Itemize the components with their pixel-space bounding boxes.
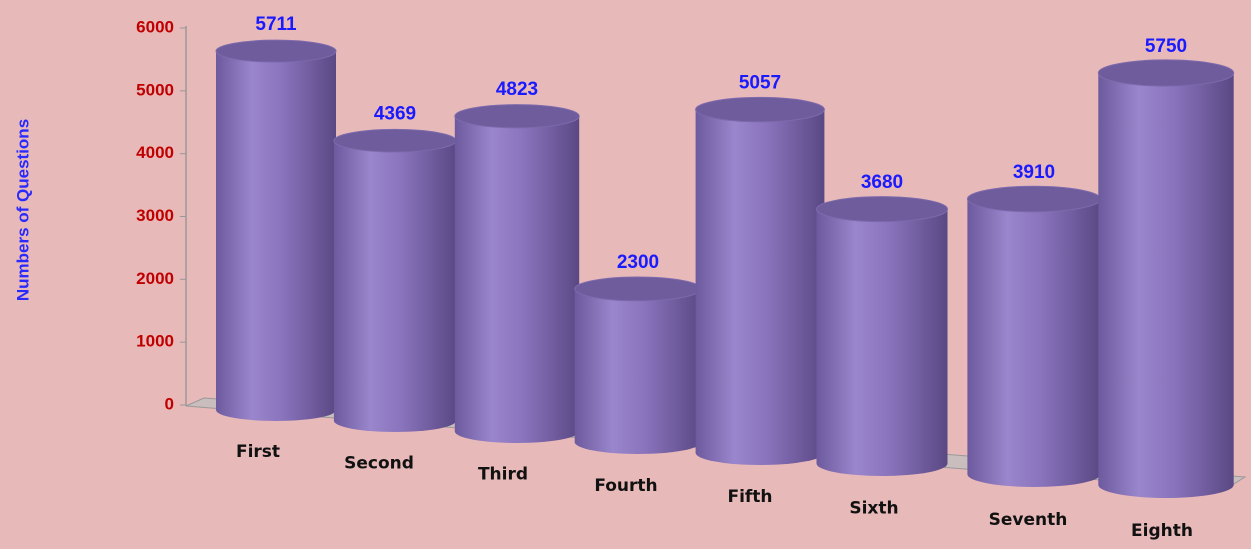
cylinder-top (333, 128, 457, 153)
y-tick-label: 3000 (136, 206, 174, 225)
cylinder-body (216, 51, 336, 410)
cylinder (454, 104, 580, 443)
x-tick-label: Seventh (989, 510, 1068, 530)
y-tick-label: 4000 (136, 143, 174, 162)
value-label: 4369 (374, 104, 416, 125)
cylinder-top (816, 196, 948, 223)
y-tick-label: 2000 (136, 269, 174, 288)
cylinder (333, 128, 457, 433)
cylinder-top (695, 96, 825, 123)
cylinder-top (454, 104, 580, 129)
y-axis-title: Numbers of Questions (13, 119, 32, 301)
cylinder-body (1098, 73, 1234, 485)
value-label: 3910 (1013, 162, 1055, 183)
y-tick-label: 5000 (136, 80, 174, 99)
cylinder-top (1097, 59, 1235, 87)
y-tick-label: 6000 (136, 17, 174, 36)
value-label: 3680 (861, 172, 903, 193)
cylinder (816, 196, 948, 476)
x-tick-label: Third (478, 465, 528, 485)
cylinder-body (816, 209, 948, 464)
x-tick-label: Eighth (1131, 521, 1193, 541)
cylinder-body (574, 288, 702, 443)
cylinder-top (215, 39, 337, 63)
value-label: 5057 (739, 73, 781, 94)
y-tick-label: 0 (165, 394, 174, 413)
x-tick-label: First (236, 442, 280, 462)
x-tick-label: Fourth (594, 476, 657, 496)
cylinder-body (454, 116, 580, 432)
value-label: 5750 (1145, 36, 1187, 57)
y-tick-label: 1000 (136, 332, 174, 351)
cylinder-body (333, 140, 457, 421)
value-label: 4823 (496, 79, 538, 100)
cylinder (574, 276, 702, 454)
x-tick-label: Second (344, 453, 414, 473)
value-label: 5711 (255, 14, 297, 35)
cylinder-top (574, 276, 702, 302)
cylinder (215, 39, 337, 421)
cylinder-top (966, 185, 1102, 213)
cylinder (1097, 59, 1235, 498)
cylinder-body (967, 199, 1101, 475)
cylinder (695, 96, 825, 465)
cylinder-body (695, 109, 825, 453)
x-tick-label: Fifth (727, 487, 772, 507)
cylinder (966, 185, 1102, 488)
value-label: 2300 (617, 252, 659, 273)
x-tick-label: Sixth (849, 499, 898, 519)
